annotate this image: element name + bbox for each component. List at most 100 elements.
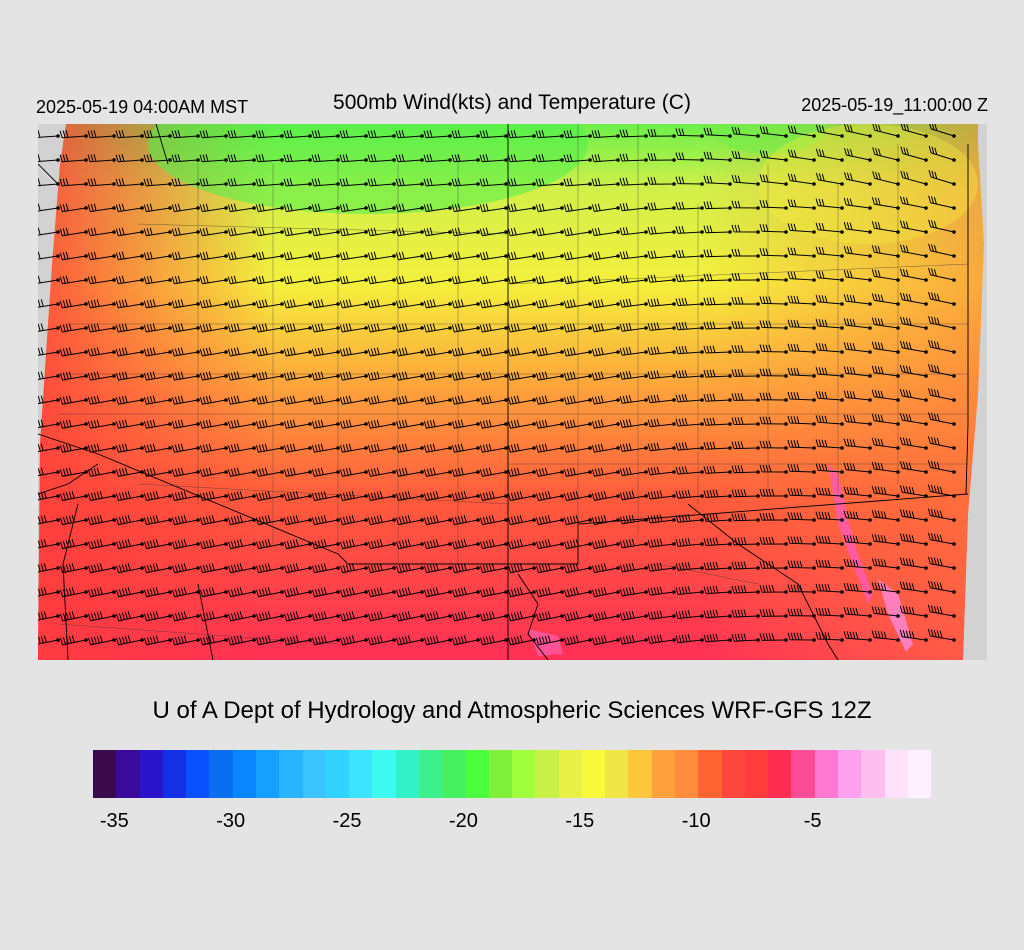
wind-barb	[172, 587, 199, 598]
wind-barb-station	[756, 326, 760, 330]
wind-barb	[535, 515, 563, 526]
wind-barb	[423, 347, 451, 357]
wind-barb	[843, 606, 871, 617]
wind-barb	[171, 395, 199, 405]
colorbar-swatch	[162, 750, 187, 798]
wind-barb-station	[756, 182, 760, 186]
wind-barb	[255, 323, 283, 333]
wind-barb-station	[952, 614, 956, 618]
wind-barb	[535, 299, 563, 309]
wind-barb	[647, 274, 675, 283]
wind-barb-station	[504, 566, 508, 570]
wind-barb	[339, 347, 367, 357]
wind-barb-station	[504, 398, 508, 402]
wind-barb-station	[224, 134, 228, 138]
wind-barb	[115, 203, 143, 213]
wind-barb-station	[868, 230, 872, 234]
wind-barb	[59, 154, 87, 163]
wind-barb	[647, 634, 675, 644]
wind-barb	[759, 199, 787, 209]
wind-barb	[115, 419, 143, 429]
wind-barb-station	[224, 446, 228, 450]
wind-barb	[675, 201, 703, 210]
wind-barb	[87, 467, 115, 477]
wind-barb-station	[448, 494, 452, 498]
colorbar-swatch	[721, 750, 745, 798]
wind-barb-station	[392, 566, 396, 570]
wind-barb-station	[84, 302, 88, 306]
wind-barb	[480, 563, 507, 574]
wind-barb	[619, 275, 647, 284]
wind-barb	[675, 176, 703, 185]
wind-barb	[38, 539, 59, 549]
wind-barb	[59, 227, 87, 237]
wind-barb-station	[812, 446, 816, 450]
wind-barb-station	[868, 254, 872, 258]
wind-barb	[844, 147, 871, 161]
wind-barb-station	[336, 422, 340, 426]
wind-barb	[367, 299, 395, 309]
wind-barb-station	[952, 278, 956, 282]
wind-barb-station	[420, 518, 424, 522]
wind-barb-station	[644, 638, 648, 642]
wind-barb-station	[812, 518, 816, 522]
wind-barb	[731, 417, 759, 425]
wind-barb-station	[784, 206, 788, 210]
wind-barb	[367, 347, 395, 357]
wind-barb-station	[952, 470, 956, 474]
wind-barb-station	[700, 206, 704, 210]
wind-barb-station	[392, 422, 396, 426]
wind-barb-station	[756, 230, 760, 234]
wind-barb-station	[196, 206, 200, 210]
wind-barb	[171, 323, 199, 333]
wind-barb-station	[672, 590, 676, 594]
wind-barb	[787, 439, 815, 449]
wind-barb	[787, 199, 815, 209]
wind-barb	[871, 437, 899, 449]
wind-barb-station	[700, 326, 704, 330]
wind-barb-station	[224, 398, 228, 402]
wind-barb-station	[672, 566, 676, 570]
wind-barb	[367, 515, 395, 526]
wind-barb-station	[504, 302, 508, 306]
wind-barb-station	[252, 542, 256, 546]
wind-barb-station	[868, 614, 872, 618]
wind-barb	[143, 227, 171, 237]
wind-barb-station	[196, 278, 200, 282]
wind-barb-station	[392, 374, 396, 378]
wind-barb	[843, 318, 871, 329]
wind-barb	[143, 443, 171, 453]
wind-barb	[228, 611, 255, 622]
wind-barb	[675, 466, 703, 475]
wind-barb-station	[560, 470, 564, 474]
wind-barb-station	[336, 326, 340, 330]
wind-barb-station	[168, 614, 172, 618]
wind-barb	[38, 178, 59, 187]
wind-barb	[144, 587, 171, 598]
wind-barb	[38, 347, 59, 356]
wind-barb	[871, 365, 899, 377]
wind-barb	[143, 491, 171, 501]
wind-barb-station	[756, 422, 760, 426]
wind-barb-station	[280, 446, 284, 450]
wind-barb	[115, 443, 143, 453]
wind-barb	[564, 563, 591, 574]
wind-barb	[843, 245, 871, 257]
wind-barb-station	[840, 590, 844, 594]
colorbar-tick-label: -10	[681, 810, 711, 832]
wind-barb	[759, 344, 787, 353]
wind-barb	[563, 347, 591, 357]
wind-barb	[927, 508, 955, 521]
wind-barb	[284, 635, 311, 646]
wind-barb	[227, 275, 255, 285]
wind-barb-station	[924, 206, 928, 210]
wind-barb-station	[588, 254, 592, 258]
wind-barb-station	[588, 158, 592, 162]
wind-barb-station	[896, 494, 900, 498]
wind-barb-station	[504, 182, 508, 186]
wind-barb-station	[364, 254, 368, 258]
wind-barb-station	[336, 542, 340, 546]
wind-barb-station	[896, 542, 900, 546]
wind-barb	[424, 563, 451, 574]
wind-barb-station	[56, 590, 60, 594]
